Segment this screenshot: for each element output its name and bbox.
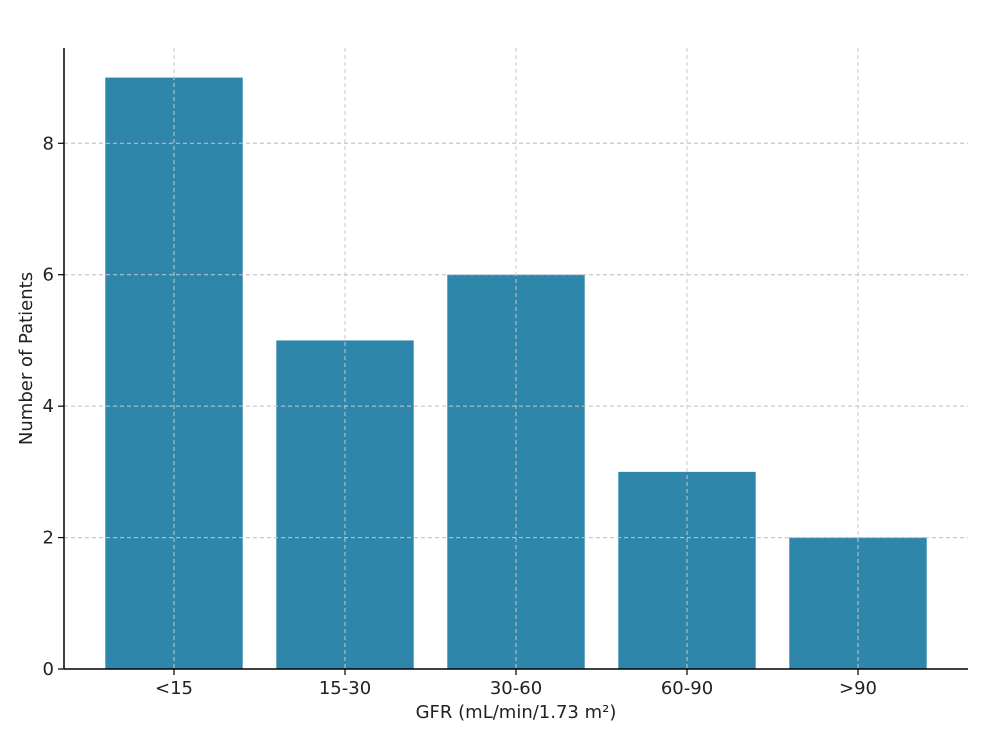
y-tick-labels: 0 2 4 6 8 [43, 133, 64, 680]
y-tick-label: 2 [43, 528, 54, 549]
bars [64, 48, 968, 670]
x-tick-labels: <15 15-30 30-60 60-90 >90 [155, 669, 877, 699]
x-axis-title: GFR (mL/min/1.73 m²) [416, 702, 617, 723]
x-tick-label: 15-30 [319, 678, 371, 699]
y-tick-label: 4 [43, 396, 54, 417]
x-tick-label: 30-60 [490, 678, 542, 699]
y-tick-label: 8 [43, 133, 54, 154]
y-axis-title: Number of Patients [16, 272, 37, 445]
x-tick-label: >90 [839, 678, 877, 699]
y-tick-label: 0 [43, 659, 54, 680]
y-tick-label: 6 [43, 265, 54, 286]
x-tick-label: <15 [155, 678, 193, 699]
x-tick-label: 60-90 [661, 678, 713, 699]
